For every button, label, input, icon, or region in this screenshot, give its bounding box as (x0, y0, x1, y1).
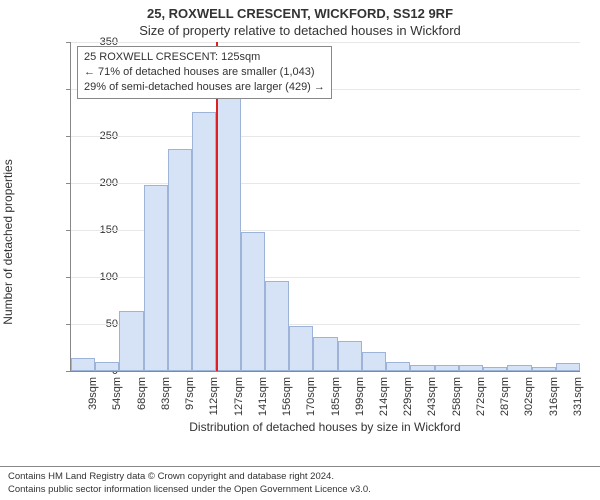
x-tick-label: 302sqm (523, 377, 535, 422)
histogram-bar (241, 232, 265, 371)
info-line-1: 25 ROXWELL CRESCENT: 125sqm (84, 50, 325, 65)
histogram-bar (95, 362, 119, 371)
histogram-bar (265, 281, 289, 371)
histogram-bar (313, 337, 337, 371)
histogram-bar (216, 93, 240, 371)
info-line-3: 29% of semi-detached houses are larger (… (84, 80, 325, 95)
chart-container: 25, ROXWELL CRESCENT, WICKFORD, SS12 9RF… (0, 0, 600, 500)
info-box: 25 ROXWELL CRESCENT: 125sqm ← 71% of det… (77, 46, 332, 99)
x-tick-label: 170sqm (305, 377, 317, 422)
y-axis-label: Number of detached properties (1, 159, 15, 324)
x-tick-label: 83sqm (160, 377, 172, 422)
x-tick-label: 68sqm (136, 377, 148, 422)
x-tick-label: 54sqm (111, 377, 123, 422)
histogram-bar (386, 362, 410, 371)
histogram-bar (168, 149, 192, 371)
info-line-2: ← 71% of detached houses are smaller (1,… (84, 65, 325, 80)
histogram-bar (338, 341, 362, 371)
x-tick-label: 39sqm (87, 377, 99, 422)
footer-line-2: Contains public sector information licen… (8, 484, 592, 496)
footer-line-1: Contains HM Land Registry data © Crown c… (8, 471, 592, 483)
plot-area: 25 ROXWELL CRESCENT: 125sqm ← 71% of det… (70, 42, 580, 372)
x-tick-label: 127sqm (233, 377, 245, 422)
x-tick-label: 331sqm (572, 377, 584, 422)
histogram-bar (119, 311, 143, 371)
histogram-bar (362, 352, 386, 371)
page-title: 25, ROXWELL CRESCENT, WICKFORD, SS12 9RF (0, 0, 600, 21)
chart-wrap: Number of detached properties 0501001502… (28, 42, 590, 442)
histogram-bar (71, 358, 95, 371)
x-tick-label: 287sqm (499, 377, 511, 422)
histogram-bar (532, 367, 556, 371)
x-tick-label: 243sqm (426, 377, 438, 422)
x-tick-label: 272sqm (475, 377, 487, 422)
histogram-bar (144, 185, 168, 371)
histogram-bar (192, 112, 216, 371)
x-tick-label: 156sqm (281, 377, 293, 422)
histogram-bar (483, 367, 507, 371)
histogram-bar (556, 363, 580, 371)
histogram-bar (507, 365, 531, 371)
x-tick-label: 229sqm (402, 377, 414, 422)
histogram-bar (410, 365, 434, 371)
footer: Contains HM Land Registry data © Crown c… (0, 466, 600, 500)
x-tick-label: 258sqm (451, 377, 463, 422)
x-tick-label: 141sqm (257, 377, 269, 422)
x-tick-label: 185sqm (330, 377, 342, 422)
x-tick-label: 112sqm (208, 377, 220, 422)
x-tick-label: 199sqm (354, 377, 366, 422)
x-tick-label: 97sqm (184, 377, 196, 422)
x-tick-label: 214sqm (378, 377, 390, 422)
histogram-bar (459, 365, 483, 371)
histogram-bar (289, 326, 313, 371)
x-axis-label: Distribution of detached houses by size … (70, 420, 580, 434)
x-tick-label: 316sqm (548, 377, 560, 422)
histogram-bar (435, 365, 459, 371)
